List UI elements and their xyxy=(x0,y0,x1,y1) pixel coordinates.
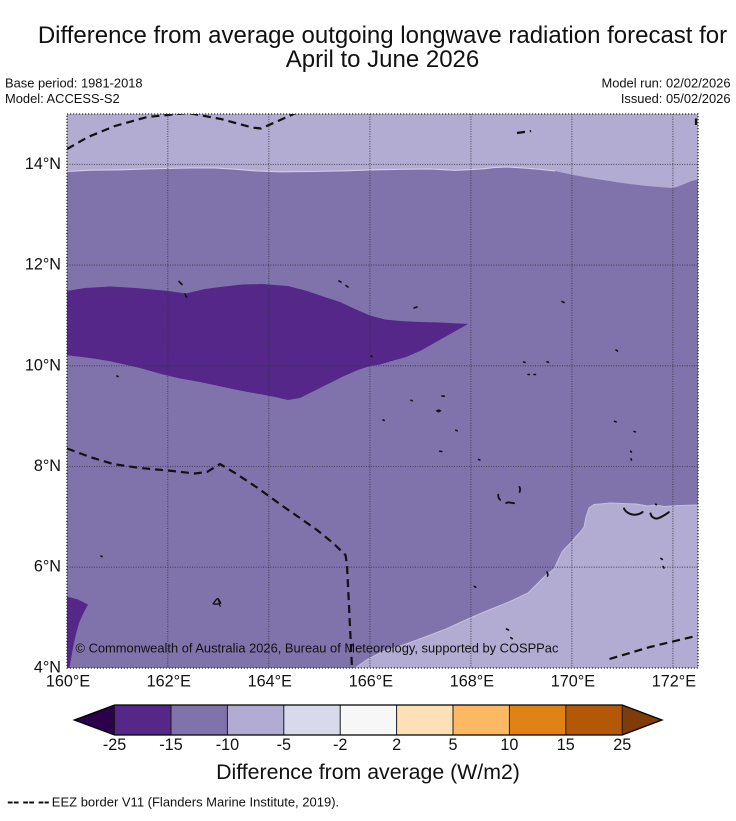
svg-text:© Commonwealth of Australia 20: © Commonwealth of Australia 2026, Bureau… xyxy=(76,641,559,656)
svg-text:4°N: 4°N xyxy=(34,658,61,676)
svg-text:168°E: 168°E xyxy=(450,673,494,691)
svg-text:10°N: 10°N xyxy=(25,356,61,374)
svg-text:12°N: 12°N xyxy=(25,256,61,274)
svg-text:14°N: 14°N xyxy=(25,155,61,173)
svg-text:Model run: 02/02/2026: Model run: 02/02/2026 xyxy=(601,76,730,91)
svg-text:25: 25 xyxy=(613,736,631,754)
svg-text:Issued: 05/02/2026: Issued: 05/02/2026 xyxy=(621,91,731,106)
svg-text:10: 10 xyxy=(500,736,518,754)
svg-text:162°E: 162°E xyxy=(147,673,191,691)
svg-text:-5: -5 xyxy=(277,736,291,754)
svg-text:170°E: 170°E xyxy=(551,673,595,691)
svg-text:Model: ACCESS-S2: Model: ACCESS-S2 xyxy=(5,91,120,106)
svg-text:Difference from average outgoi: Difference from average outgoing longwav… xyxy=(38,22,727,49)
svg-text:2: 2 xyxy=(392,736,401,754)
svg-text:166°E: 166°E xyxy=(349,673,393,691)
svg-text:164°E: 164°E xyxy=(248,673,292,691)
svg-text:April to June 2026: April to June 2026 xyxy=(286,46,479,73)
svg-text:-15: -15 xyxy=(159,736,182,754)
svg-text:15: 15 xyxy=(557,736,575,754)
svg-text:-10: -10 xyxy=(216,736,239,754)
svg-text:6°N: 6°N xyxy=(34,558,61,576)
svg-text:5: 5 xyxy=(448,736,457,754)
svg-text:172°E: 172°E xyxy=(652,673,696,691)
svg-text:EEZ border V11 (Flanders Marin: EEZ border V11 (Flanders Marine Institut… xyxy=(52,795,339,810)
svg-text:-25: -25 xyxy=(103,736,126,754)
svg-text:160°E: 160°E xyxy=(46,673,90,691)
svg-text:Difference from average (W/m2): Difference from average (W/m2) xyxy=(216,760,520,784)
svg-text:-2: -2 xyxy=(333,736,347,754)
svg-text:Base period: 1981-2018: Base period: 1981-2018 xyxy=(5,76,143,91)
svg-text:8°N: 8°N xyxy=(34,457,61,475)
